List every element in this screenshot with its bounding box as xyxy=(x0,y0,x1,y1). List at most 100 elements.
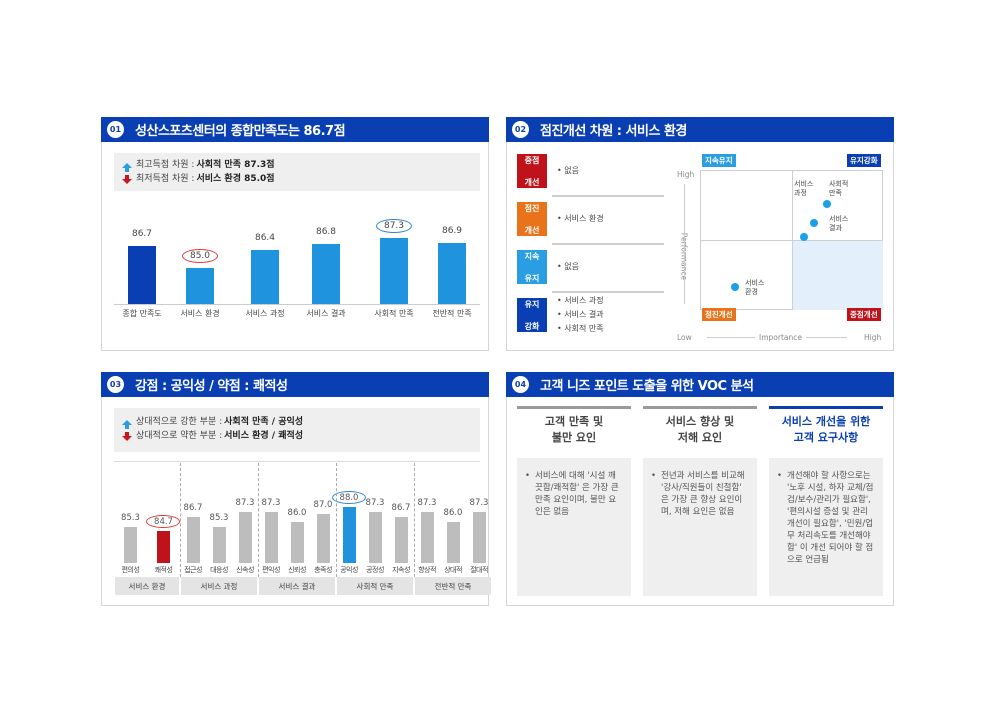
heading-line: 고객 요구사항 xyxy=(793,431,859,444)
bar xyxy=(380,238,408,304)
bar xyxy=(251,249,279,304)
bar-category-label: 지속성 xyxy=(392,566,410,574)
bar xyxy=(316,514,330,563)
bar-category-label: 충족성 xyxy=(314,566,332,574)
ipa-label-line: 과정 xyxy=(794,189,807,197)
bar-value: 87.3 xyxy=(365,498,385,509)
bar xyxy=(238,512,252,563)
quadrant-label-maintain: 지속유지 xyxy=(702,154,736,167)
bar xyxy=(438,243,466,304)
chart-baseline xyxy=(114,304,480,305)
category-item: • 사회적 만족 xyxy=(557,324,604,333)
panel-number-badge: 04 xyxy=(512,376,529,393)
bar-category-label: 향상적 xyxy=(418,566,436,574)
panel-number-badge: 01 xyxy=(107,121,124,138)
tag-line: 개선 xyxy=(524,177,540,187)
bar xyxy=(394,516,408,563)
panel-header: 03 강점 : 공익성 / 약점 : 쾌적성 xyxy=(101,372,489,397)
bar-category-label: 신속성 xyxy=(236,566,254,574)
tag-line: 지속 xyxy=(524,251,540,261)
category-item: • 서비스 결과 xyxy=(557,310,604,319)
x-high-label: High xyxy=(864,333,882,342)
panel-voc-analysis: 04 고객 니즈 포인트 도출을 위한 VOC 분석 고객 만족 및 불만 요인 •… xyxy=(506,372,894,606)
highest-highlight-circle xyxy=(332,491,366,504)
ipa-point-label: 서비스 환경 xyxy=(745,279,764,297)
voc-text-box: • 개선해야 할 사항으로는 '노후 시설, 하자 교체/점검/보수/관리가 필요… xyxy=(769,458,883,596)
voc-bullet: • 개선해야 할 사항으로는 '노후 시설, 하자 교체/점검/보수/관리가 필요… xyxy=(777,470,875,566)
bar xyxy=(446,521,460,563)
ipa-point xyxy=(731,283,739,291)
bar-category-label: 사회적 만족 xyxy=(374,309,414,318)
bullet-dot: • xyxy=(777,471,783,481)
panel-title: 성산스포츠센터의 종합만족도는 86.7점 xyxy=(135,124,346,139)
quadrant-label-strengthen: 유지강화 xyxy=(847,154,881,167)
group-label: 전반적 만족 xyxy=(415,577,491,595)
sub-dimension-bar-chart: 85.3 편의성 84.7 쾌적성 서비스 환경 86.7 접근성 85.3 대응성 87.3 신속… xyxy=(102,373,491,607)
voc-bullet: • 서비스에 대해 '시설 깨끗함/쾌적함' 은 가장 큰 만족 요인이며, 불만… xyxy=(525,470,623,518)
heading-line: 서비스 향상 및 xyxy=(665,415,735,428)
arrow-up-icon xyxy=(122,419,132,429)
x-axis-label: Importance xyxy=(755,333,806,342)
heading-line: 불만 요인 xyxy=(551,431,597,444)
panel-title: 고객 니즈 포인트 도출을 위한 VOC 분석 xyxy=(540,379,754,394)
bar-category-label: 공익성 xyxy=(340,566,358,574)
bar-value: 85.3 xyxy=(209,512,229,523)
category-tag: 유지 강화 xyxy=(517,298,547,332)
panel-number-badge: 02 xyxy=(512,121,529,138)
x-low-label: Low xyxy=(677,333,692,342)
summary-box: 최고득점 차원 : 사회적 만족 87.3점 최저득점 차원 : 서비스 환경 85… xyxy=(114,153,480,191)
ipa-label-line: 서비스 xyxy=(745,279,765,287)
ipa-label-line: 결과 xyxy=(829,224,842,232)
panel-title: 강점 : 공익성 / 약점 : 쾌적성 xyxy=(135,379,288,394)
panel-ipa-matrix: 02 점진개선 차원 : 서비스 환경 중점 개선 • 없음 점진 개선 • 서비스 환경… xyxy=(506,117,894,351)
bar-value: 86.7 xyxy=(131,228,153,239)
bar xyxy=(368,512,382,563)
quadrant-label-focus: 중점개선 xyxy=(847,308,881,321)
ipa-point-label: 서비스 과정 xyxy=(794,180,813,198)
column-accent-bar xyxy=(517,406,631,409)
bar xyxy=(472,512,486,563)
bar-value: 86.7 xyxy=(183,502,203,513)
voc-text-box: • 전년과 서비스를 비교해 '강사/직원들이 친절함' 은 가장 큰 향상 요인… xyxy=(643,458,757,596)
bar-category-label: 서비스 과정 xyxy=(245,309,285,318)
panel-header: 01 성산스포츠센터의 종합만족도는 86.7점 xyxy=(101,117,489,142)
summary-value: 서비스 환경 85.0점 xyxy=(196,174,275,184)
bar-category-label: 서비스 환경 xyxy=(180,309,220,318)
panel-number-badge: 03 xyxy=(107,376,124,393)
column-heading: 서비스 향상 및 저해 요인 xyxy=(643,414,757,446)
bar xyxy=(186,267,214,304)
y-high-label: High xyxy=(677,170,695,179)
bar-category-label: 접근성 xyxy=(184,566,202,574)
column-accent-bar xyxy=(769,406,883,409)
bar-value: 86.9 xyxy=(441,226,463,237)
tag-line: 점진 xyxy=(524,203,540,213)
panel-overall-satisfaction: 01 성산스포츠센터의 종합만족도는 86.7점 최고득점 차원 : 사회적 만족… xyxy=(101,117,489,351)
group-divider xyxy=(180,463,181,577)
bar-category-label: 전반적 만족 xyxy=(432,309,472,318)
group-divider xyxy=(258,463,259,577)
summary-label: 상대적으로 강한 부분 : xyxy=(136,417,223,427)
category-item: • 없음 xyxy=(557,262,579,271)
summary-box: 상대적으로 강한 부분 : 사회적 만족 / 공익성 상대적으로 약한 부분 :서… xyxy=(114,408,480,452)
bullet-dot: • xyxy=(525,471,531,481)
ipa-point xyxy=(823,200,831,208)
bar-category-label: 공정성 xyxy=(366,566,384,574)
bar xyxy=(128,245,156,304)
bar xyxy=(290,521,304,563)
ipa-point xyxy=(810,219,818,227)
bar-category-label: 절대적 xyxy=(470,566,488,574)
summary-value: 사회적 만족 87.3점 xyxy=(196,160,275,170)
bar-value: 86.4 xyxy=(254,232,276,243)
ipa-label-line: 사회적 xyxy=(829,180,849,188)
group-label: 서비스 환경 xyxy=(115,577,179,595)
tag-line: 유지 xyxy=(524,273,540,283)
bar-category-label: 상대적 xyxy=(444,566,462,574)
y-axis-arrow xyxy=(684,184,685,304)
matrix-horizontal-divider xyxy=(701,240,883,241)
bar xyxy=(264,512,278,563)
category-item: • 없음 xyxy=(557,166,579,175)
arrow-down-icon xyxy=(122,431,132,441)
voc-text: 서비스에 대해 '시설 깨끗함/쾌적함' 은 가장 큰 만족 요인이며, 불만 … xyxy=(535,471,619,517)
quadrant-label-gradual: 점진개선 xyxy=(702,308,736,321)
